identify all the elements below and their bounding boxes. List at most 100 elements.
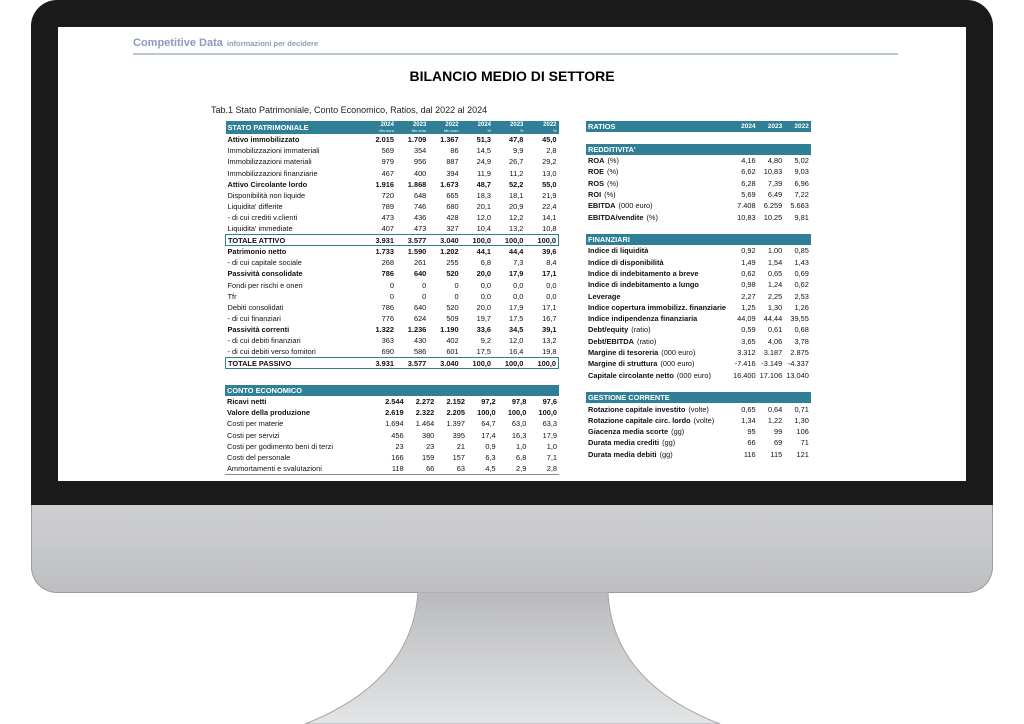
- row-label: ROS (%): [586, 177, 731, 188]
- cell-value: 23: [426, 441, 435, 451]
- table-row: Leverage 2,27 2,25 2,53: [586, 290, 811, 301]
- cell-value: 6.259: [763, 201, 783, 211]
- table-header: STATO PATRIMONIALE 2024 Mn euro 2023 Mn euro…: [225, 121, 559, 134]
- ratio-name: Indice di indebitamento a lungo: [588, 280, 699, 290]
- cell-value: 1.868: [407, 179, 427, 189]
- column-unit: %: [487, 127, 492, 133]
- row-label: Capitale circolante netto (000 euro): [586, 370, 731, 381]
- ratio-unit: (000 euro): [660, 359, 695, 369]
- table-row: Costi per materie 1.694 1.464 1.397 64,7 63,0…: [225, 418, 559, 429]
- cell-value: 2.322: [415, 408, 435, 418]
- cell-value: 9,2: [480, 336, 492, 346]
- cell-value: 0,68: [794, 325, 809, 335]
- cell-value: 1,34: [741, 415, 756, 425]
- cell-value: 3.187: [763, 348, 783, 358]
- cell-value: 97,2: [481, 397, 496, 407]
- header-title: STATO PATRIMONIALE: [225, 121, 364, 134]
- cell-value: 45,0: [542, 135, 557, 145]
- cell-value: 44,1: [476, 247, 492, 257]
- cell-value: 0,0: [546, 291, 557, 301]
- row-label: Passività consolidate: [227, 269, 303, 279]
- table-row: Margine di tesoreria (000 euro) 3.312 3.187…: [586, 347, 811, 358]
- cell-value: 3.312: [737, 348, 756, 358]
- cell-value: 1,24: [767, 280, 783, 290]
- cell-value: 39,6: [542, 247, 557, 257]
- cell-value: 9,81: [794, 212, 809, 222]
- cell-value: 44,4: [508, 247, 524, 257]
- page-title: BILANCIO MEDIO DI SETTORE: [409, 68, 615, 84]
- row-label: Rotazione capitale investito (volte): [586, 403, 731, 414]
- cell-value: 2.015: [375, 135, 394, 145]
- cell-value: 26,7: [508, 157, 524, 167]
- cell-value: 0,59: [741, 325, 756, 335]
- cell-value: 14,5: [476, 146, 492, 156]
- cell-value: 55,0: [542, 179, 557, 189]
- table-row: Liquidita' immediate 407 473 327 10,4 13,2 10,…: [226, 224, 559, 235]
- cell-value: 640: [413, 302, 427, 312]
- cell-value: -7.416: [734, 359, 756, 369]
- ratio-unit: (gg): [671, 427, 685, 437]
- cell-value: 1.916: [375, 179, 394, 189]
- ratio-name: Indice di disponibilità: [588, 257, 664, 267]
- cell-value: 2.544: [385, 397, 404, 407]
- cell-value: 6,8: [516, 453, 527, 463]
- cell-value: 16,4: [508, 347, 524, 357]
- column-year: 2022: [445, 121, 459, 128]
- brand-logo: Competitive Data informazioni per decider…: [133, 37, 318, 49]
- cell-value: 7.408: [737, 201, 756, 211]
- cell-value: 17,9: [508, 269, 524, 279]
- cell-value: 0: [454, 280, 459, 290]
- cell-value: 887: [446, 157, 459, 167]
- ratio-name: Indice di indebitamento a breve: [588, 269, 699, 278]
- cell-value: 13,2: [508, 224, 524, 234]
- spacer: [586, 132, 811, 143]
- ratio-name: Capitale circolante netto: [588, 370, 674, 380]
- table-row: Indice di liquidità 0,92 1,00 0,85: [586, 245, 811, 256]
- cell-value: 0,65: [741, 404, 756, 414]
- ratio-unit: (ratio): [637, 336, 657, 346]
- cell-value: 430: [413, 336, 427, 346]
- cell-value: 86: [450, 146, 459, 156]
- row-label: - di cui crediti v.clienti: [227, 213, 298, 223]
- column-year: 2023: [510, 121, 524, 128]
- cell-value: 0: [389, 280, 394, 290]
- cell-value: 407: [381, 224, 394, 234]
- row-label: Durata media debiti (gg): [586, 449, 731, 460]
- row-label: Disponibilità non liquide: [227, 191, 306, 201]
- cell-value: 1.464: [415, 419, 435, 429]
- cell-value: 0: [454, 291, 459, 301]
- cell-value: 1,54: [767, 257, 783, 267]
- ratios-table: RATIOS 2024 2023 2022 REDDITIVITA' ROA (%) 4,16…: [586, 121, 811, 460]
- cell-value: 5.663: [790, 201, 809, 211]
- cell-value: 64,7: [481, 419, 496, 429]
- header-divider: [133, 53, 898, 55]
- cell-value: 18,3: [476, 191, 492, 201]
- cell-value: 16,3: [511, 430, 527, 440]
- table-row: Debt/EBITDA (ratio) 3,65 4,06 3,78: [586, 336, 811, 347]
- cell-value: 100,0: [525, 357, 560, 370]
- cell-value: 66: [405, 463, 437, 475]
- cell-value: 4,5: [466, 463, 498, 475]
- cell-value: 3,65: [741, 336, 756, 346]
- ratio-unit: (gg): [659, 449, 673, 459]
- cell-value: 7,22: [794, 189, 809, 199]
- cell-value: 0,69: [794, 269, 809, 278]
- row-label: Attivo immobilizzato: [227, 135, 300, 145]
- cell-value: 11,9: [477, 168, 492, 178]
- row-label: Indice di indebitamento a lungo: [586, 279, 731, 290]
- cell-value: 13,0: [542, 168, 557, 178]
- cell-value: 18,1: [508, 191, 524, 201]
- ratio-name: Giacenza media scorte: [588, 427, 669, 437]
- cell-value: 100,0: [493, 357, 526, 370]
- row-label: Indice di liquidità: [586, 245, 731, 256]
- row-label: TOTALE ATTIVO: [224, 234, 364, 247]
- cell-value: 2.272: [415, 397, 435, 407]
- cell-value: 1.709: [407, 135, 427, 145]
- column-unit: %: [519, 127, 524, 133]
- cell-value: 63: [436, 463, 467, 475]
- cell-value: 0,0: [546, 280, 557, 290]
- cell-value: -4.337: [787, 359, 809, 369]
- row-label: Immobilizzazioni materiali: [227, 157, 312, 167]
- cell-value: 0,65: [767, 269, 783, 278]
- spacer: [586, 381, 811, 392]
